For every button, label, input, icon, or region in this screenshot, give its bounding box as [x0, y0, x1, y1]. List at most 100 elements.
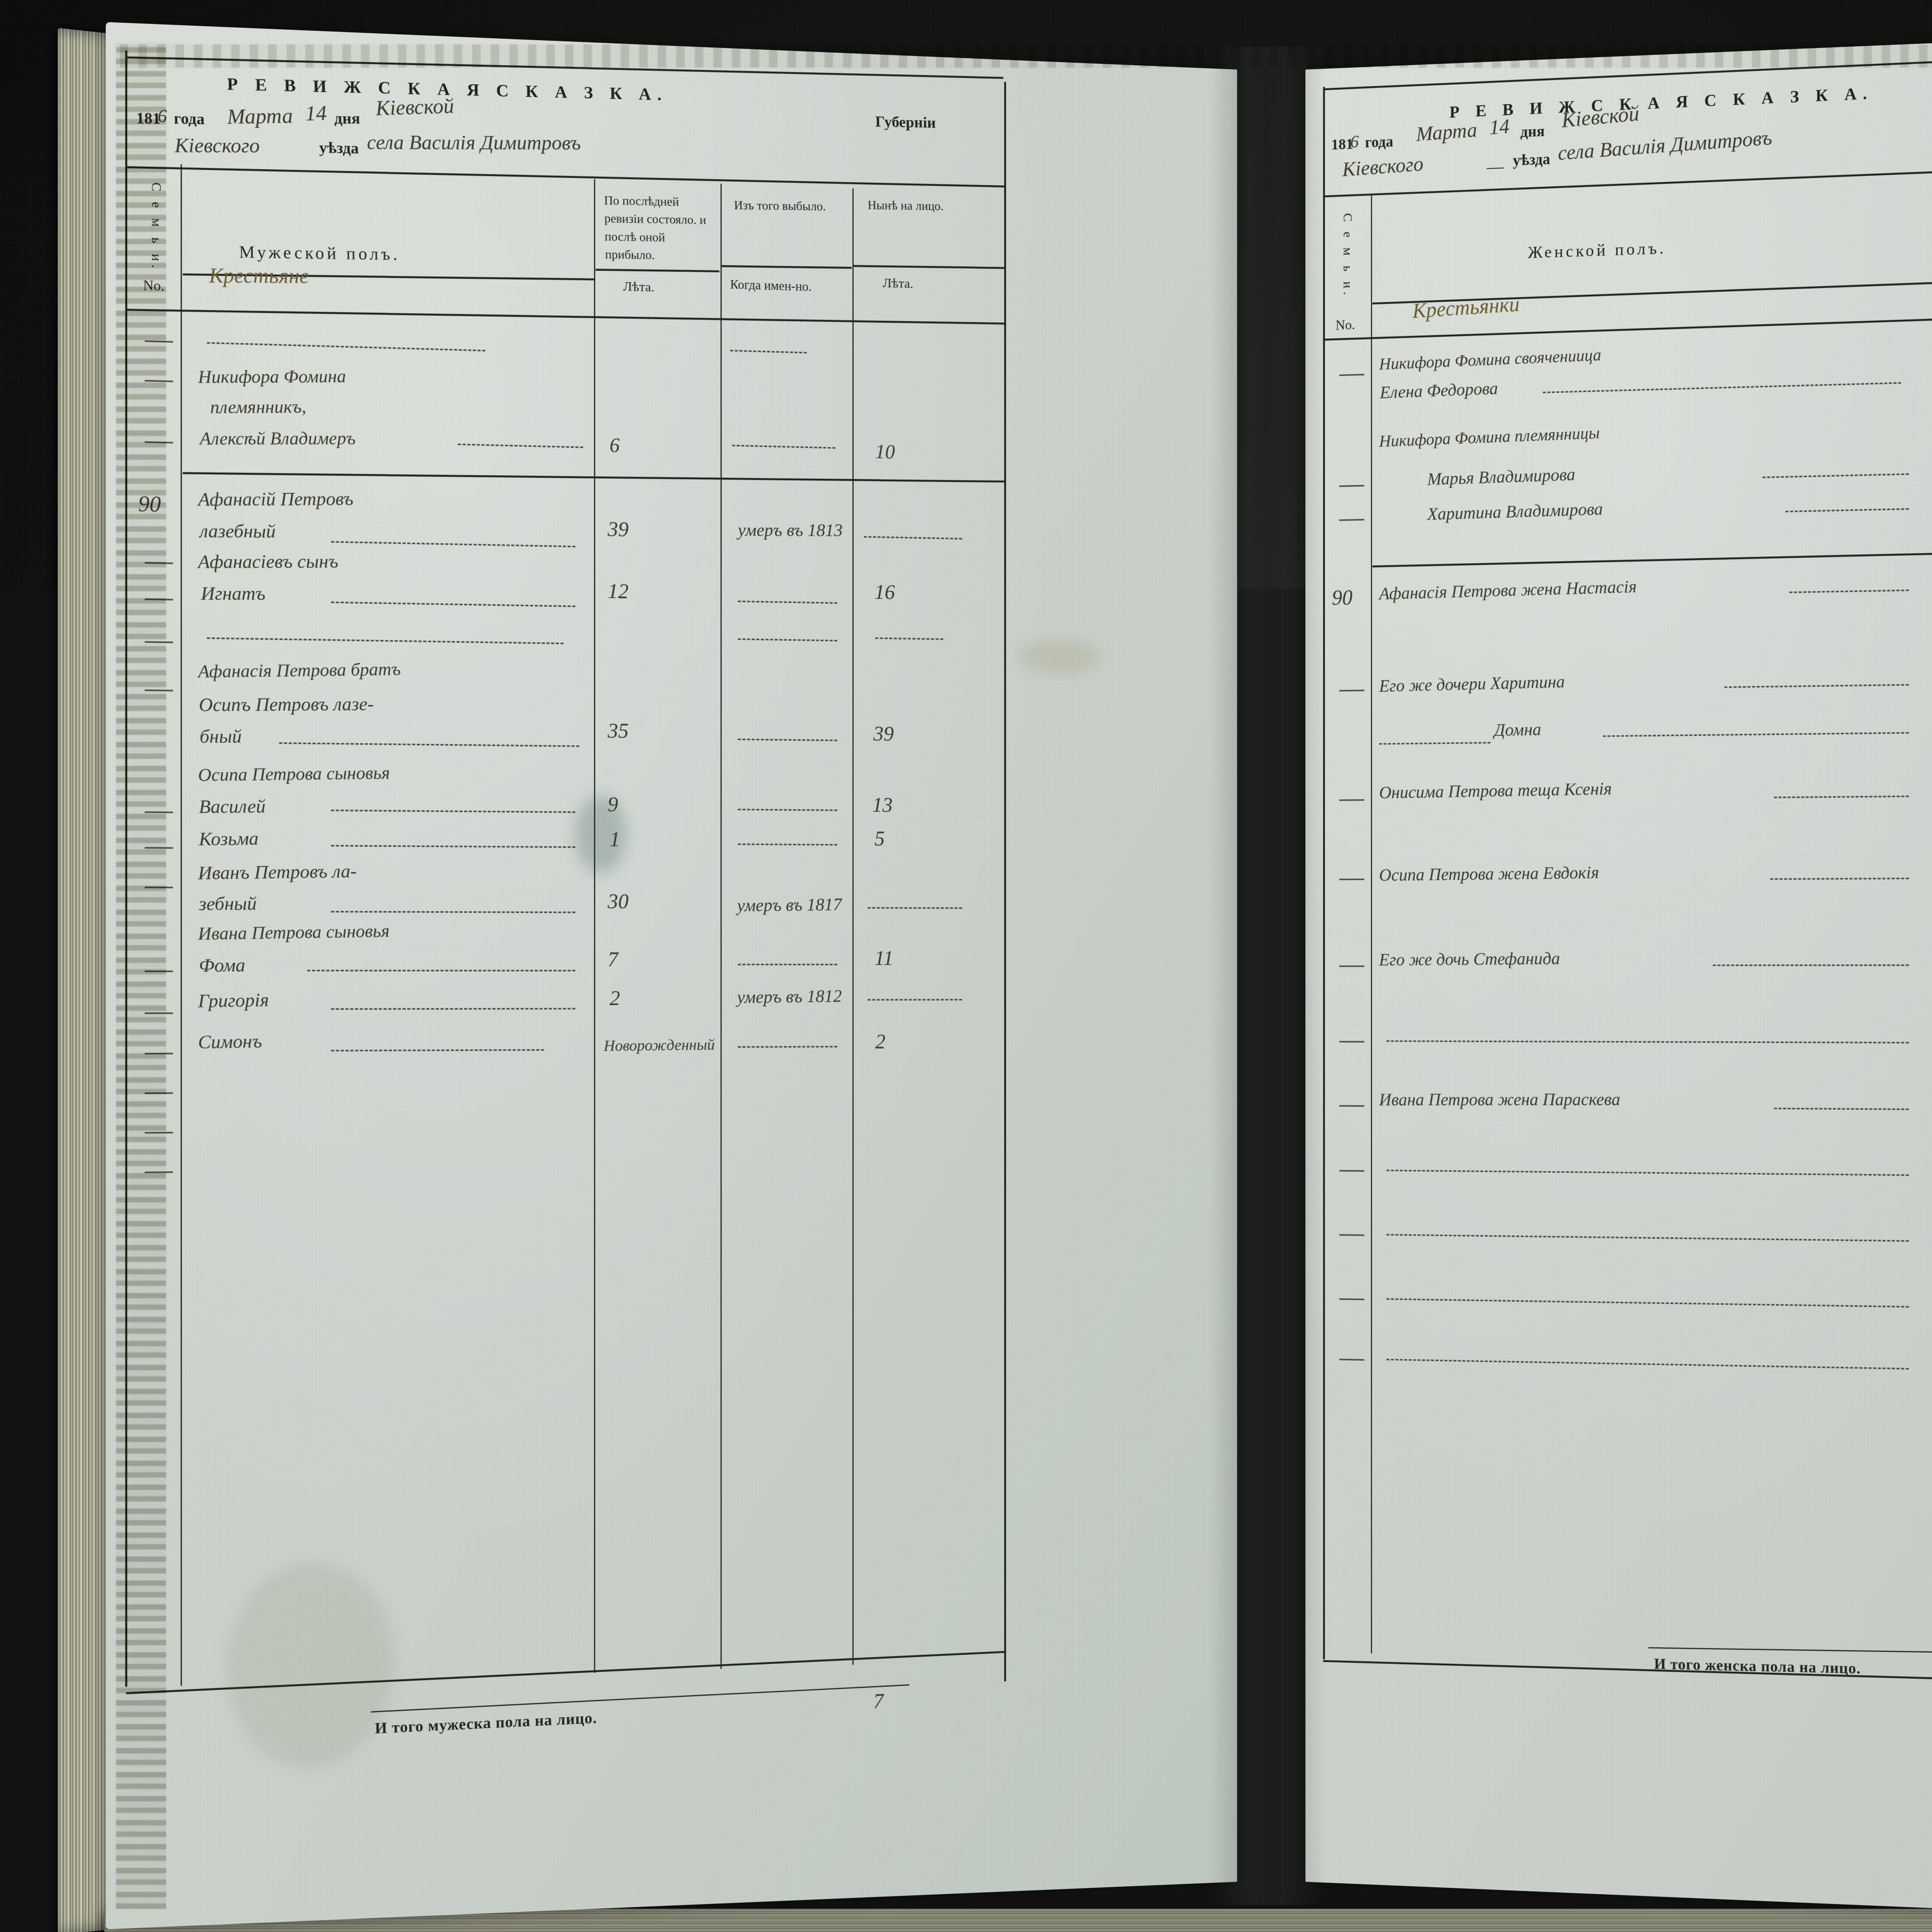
- entry-present-age: 10: [875, 440, 895, 464]
- entry-name: Осипа Петрова жена Евдокiя: [1379, 862, 1599, 885]
- subheader-rule-b: [595, 269, 719, 272]
- entry-last-revision-age: 9: [608, 792, 618, 816]
- row-ditto: [331, 911, 575, 913]
- entry-name: Василей: [199, 796, 265, 818]
- uezd-hand: Кiевского: [1342, 152, 1424, 181]
- preamble-bottom-rule: [126, 166, 1005, 187]
- entry-name: Никифора Фомина племянницы: [1379, 423, 1600, 451]
- entry-name: Игнатъ: [201, 583, 265, 604]
- row-ditto: [1774, 1108, 1909, 1110]
- row-ditto: [1339, 1170, 1364, 1172]
- paper-stain: [227, 1561, 395, 1770]
- entry-name: Афанасiя Петрова братъ: [198, 658, 401, 682]
- subheader-rule-d: [854, 265, 1005, 269]
- row-ditto: [1339, 485, 1364, 487]
- entry-name: Ивана Петрова сыновья: [198, 920, 390, 944]
- row-ditto: [1386, 1298, 1909, 1308]
- right-leaf: 108 Р Е В И Ж С К А Я С К А З К А. 181 6…: [1305, 22, 1932, 1929]
- row-ditto: [1603, 732, 1909, 737]
- row-ditto: [1339, 879, 1364, 880]
- table-bottom-rule: [126, 1651, 1005, 1694]
- family-divider-rule: [1372, 546, 1932, 567]
- header-departed-text: Изъ того выбыло.: [734, 198, 826, 213]
- torn-left-edge: [116, 43, 166, 1909]
- table-head-bottom-rule: [126, 309, 1005, 325]
- entry-name: Афанасiй Петровъ: [198, 488, 354, 510]
- row-ditto: [1543, 382, 1901, 393]
- entry-name: Его же дочери Харитина: [1379, 671, 1565, 696]
- month-hand: Марта: [1416, 118, 1478, 146]
- col-sep-name: [594, 179, 595, 1673]
- row-ditto: [307, 970, 575, 971]
- row-ditto: [1339, 1298, 1364, 1300]
- row-ditto: [1339, 1359, 1364, 1361]
- row-ditto: [730, 350, 807, 354]
- category-hand: Крестьянки: [1412, 292, 1520, 323]
- total-label: И того мужеска пола на лицо.: [375, 1709, 597, 1738]
- header-last-revision-text: По послѣдней ревизiи состояло. и послѣ о…: [604, 193, 706, 262]
- row-ditto: [1762, 473, 1909, 478]
- entry-present-age: 16: [874, 580, 895, 604]
- guberniya-hand: Кiевской: [375, 94, 455, 120]
- entry-name: Симонъ: [198, 1031, 262, 1053]
- family-divider-rule: [183, 472, 1004, 483]
- entry-name: Григорiя: [198, 989, 269, 1012]
- header-present: Нынѣ на лицо.: [867, 196, 962, 215]
- col-sep-semyi: [181, 164, 182, 1686]
- col-sep-departed: [852, 188, 854, 1665]
- row-ditto: [864, 536, 962, 539]
- open-book: Р Е В И Ж С К А Я С К А З К А. 181 6 год…: [58, 12, 1932, 1932]
- row-ditto: [1386, 1170, 1909, 1176]
- guberniya-label: Губернiи: [875, 112, 936, 132]
- entry-present-age: 11: [874, 946, 893, 970]
- dnya-label: дня: [1520, 122, 1545, 141]
- entry-departed-note: умеръ въ 1812: [737, 986, 842, 1007]
- col-sep-semyi: [1371, 194, 1372, 1653]
- entry-family-number: 90: [1332, 586, 1352, 610]
- entry-last-revision-age: 35: [608, 719, 629, 743]
- entry-name: Елена Федорова: [1380, 378, 1498, 403]
- header-sex: Мужеской полъ.: [239, 242, 400, 264]
- entry-last-revision-age: 12: [608, 579, 629, 603]
- total-value: 7: [873, 1689, 883, 1713]
- entry-name: Алексѣй Владимеръ: [199, 428, 356, 449]
- row-ditto: [1386, 1040, 1909, 1043]
- row-ditto: [1713, 964, 1909, 966]
- row-ditto: [1789, 590, 1909, 593]
- entry-name: Харитина Владимирова: [1427, 498, 1603, 524]
- uezda-label: уѣзда: [1513, 150, 1550, 169]
- entry-present-age: 5: [874, 827, 884, 850]
- row-ditto: [867, 999, 962, 1000]
- entry-name: Афанасiевъ сынъ: [198, 551, 338, 573]
- entry-last-revision-age: 30: [608, 889, 629, 913]
- total-rule: [371, 1684, 909, 1713]
- row-ditto: [1339, 799, 1364, 801]
- entry-last-revision-age: 6: [610, 434, 620, 457]
- header-departed-sub: Когда имен-но.: [730, 276, 853, 298]
- estate-hand: села Василiя Димитровъ: [366, 131, 581, 155]
- row-ditto: [738, 600, 837, 604]
- row-ditto: [207, 342, 485, 351]
- entry-name: лазебный: [199, 520, 276, 543]
- left-page: Р Е В И Ж С К А Я С К А З К А. 181 6 год…: [106, 22, 1237, 1929]
- row-ditto: [1339, 1105, 1364, 1107]
- row-ditto: [738, 1046, 837, 1048]
- entry-name: Онисима Петрова теща Ксенiя: [1379, 778, 1612, 803]
- uezd-hand: Кiевского: [174, 134, 260, 158]
- entry-name: Никифора Фомина своячениица: [1379, 345, 1602, 374]
- entry-name: Фома: [199, 954, 245, 976]
- row-ditto: [1774, 796, 1909, 798]
- entry-present-age: 13: [872, 793, 893, 817]
- row-ditto: [279, 742, 579, 747]
- row-ditto: [732, 445, 835, 449]
- right-page-title: Р Е В И Ж С К А Я С К А З К А.: [1449, 83, 1873, 122]
- row-ditto: [1786, 508, 1909, 512]
- estate-hand: села Василiя Димитровъ: [1558, 126, 1773, 165]
- col-sep-lastrev: [721, 184, 722, 1669]
- day-hand: 14: [304, 101, 327, 126]
- subheader-rule-c: [722, 265, 852, 269]
- entry-name: Никифора Фомина: [198, 366, 347, 387]
- entry-last-revision-age: 2: [610, 986, 620, 1010]
- row-ditto: [1770, 878, 1909, 880]
- header-departed-sub-text: Когда имен-но.: [730, 278, 812, 294]
